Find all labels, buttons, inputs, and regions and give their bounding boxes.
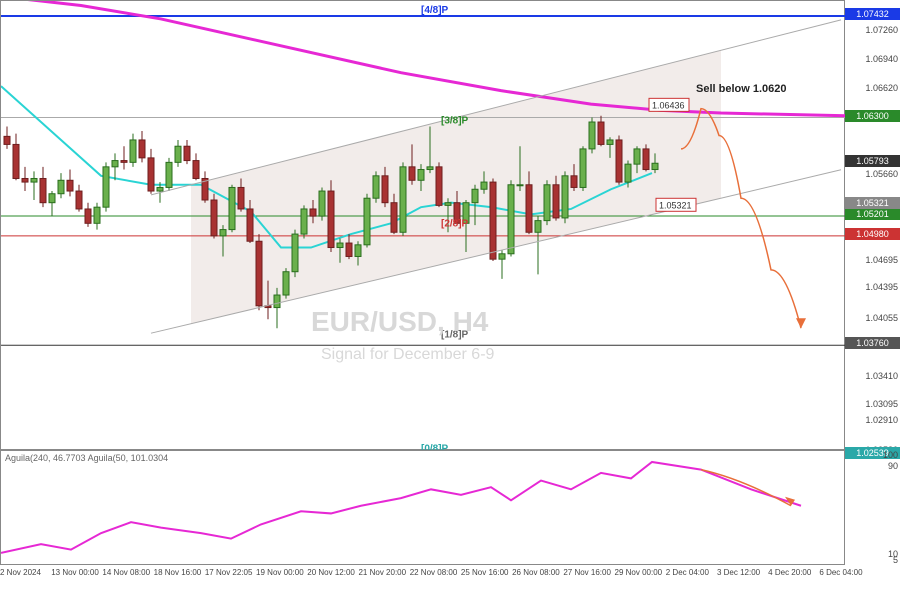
watermark-symbol: EUR/USD, H4 [311,306,488,338]
x-axis-tick: 21 Nov 20:00 [358,568,406,577]
indicator-y-tick: 90 [888,461,898,471]
indicator-label: Aguila(240, 46.7703 Aguila(50, 101.0304 [5,453,168,463]
time-x-axis: 2 Nov 2024 13 Nov 00:0014 Nov 08:00 18 Nov… [0,565,900,600]
x-axis-tick: 22 Nov 08:00 [410,568,458,577]
y-axis-tick: 1.04055 [865,313,898,323]
price-level-box: 1.03760 [845,337,900,349]
y-axis-tick: 1.06620 [865,83,898,93]
indicator-y-tick: 100 [883,450,898,460]
price-level-box: 1.04980 [845,228,900,240]
main-price-chart: [4/8]P[3/8]P[2/8]P[1/8]P[0/8]P 1.064361.… [0,0,845,450]
x-axis-tick: 18 Nov 16:00 [154,568,202,577]
x-axis-tick: 14 Nov 08:00 [102,568,150,577]
watermark-subtitle: Signal for December 6-9 [321,346,494,364]
x-axis-tick: 29 Nov 00:00 [615,568,663,577]
y-axis-tick: 1.04395 [865,282,898,292]
svg-text:1.06436: 1.06436 [652,100,685,110]
svg-text:[2/8]P: [2/8]P [441,219,469,230]
price-level-box: 1.05321 [845,197,900,209]
indicator-sub-chart: Aguila(240, 46.7703 Aguila(50, 101.0304 [0,450,845,565]
x-axis-tick: 25 Nov 16:00 [461,568,509,577]
x-axis-tick: 2 Nov 2024 [0,568,41,577]
x-axis-tick: 27 Nov 16:00 [563,568,611,577]
sell-signal-text: Sell below 1.0620 [696,83,787,95]
y-axis-tick: 1.02910 [865,415,898,425]
svg-text:[3/8]P: [3/8]P [441,115,469,126]
y-axis-tick: 1.06940 [865,54,898,64]
x-axis-tick: 26 Nov 08:00 [512,568,560,577]
price-level-box: 1.06300 [845,110,900,122]
indicator-y-axis: 51090100 [845,450,900,565]
svg-text:1.05321: 1.05321 [659,200,692,210]
x-axis-tick: 4 Dec 20:00 [768,568,811,577]
price-svg: [4/8]P[3/8]P[2/8]P[1/8]P[0/8]P 1.064361.… [1,1,846,451]
y-axis-tick: 1.03095 [865,399,898,409]
y-axis-tick: 1.04695 [865,255,898,265]
x-axis-tick: 13 Nov 00:00 [51,568,99,577]
indicator-y-tick: 10 [888,549,898,559]
y-axis-tick: 1.05660 [865,169,898,179]
x-axis-tick: 17 Nov 22:05 [205,568,253,577]
y-axis-tick: 1.03410 [865,371,898,381]
price-y-axis: 1.025801.029101.030951.034101.037601.040… [845,0,900,450]
x-axis-tick: 20 Nov 12:00 [307,568,355,577]
x-axis-tick: 6 Dec 04:00 [819,568,862,577]
chart-container: [4/8]P[3/8]P[2/8]P[1/8]P[0/8]P 1.064361.… [0,0,900,600]
price-level-box: 1.05201 [845,208,900,220]
indicator-svg [1,451,846,566]
price-level-box: 1.07432 [845,8,900,20]
y-axis-tick: 1.07260 [865,25,898,35]
x-axis-tick: 2 Dec 04:00 [666,568,709,577]
x-axis-tick: 3 Dec 12:00 [717,568,760,577]
x-axis-tick: 19 Nov 00:00 [256,568,304,577]
svg-text:[4/8]P: [4/8]P [421,5,449,16]
price-level-box: 1.05793 [845,155,900,167]
